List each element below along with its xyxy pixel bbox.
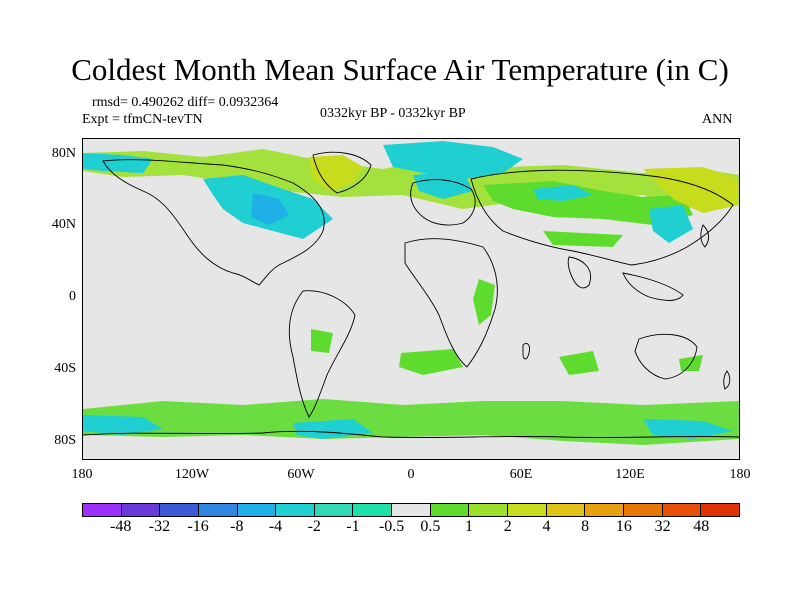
colorbar-swatch	[392, 504, 431, 516]
map-title: Coldest Month Mean Surface Air Temperatu…	[71, 52, 729, 87]
x-tick-60w: 60W	[287, 467, 315, 482]
india-coast	[567, 256, 591, 289]
period-label: 0332kyr BP - 0332kyr BP	[320, 106, 466, 121]
map-plot	[82, 138, 740, 460]
season-label: ANN	[702, 112, 733, 127]
colorbar	[82, 503, 740, 517]
colorbar-swatch	[160, 504, 199, 516]
x-tick-120e: 120E	[615, 467, 645, 482]
antarctica-coast	[83, 430, 739, 439]
colorbar-swatch	[237, 504, 277, 516]
himalaya-green	[543, 231, 623, 247]
colorbar-swatch	[314, 504, 354, 516]
colorbar-swatch	[276, 504, 315, 516]
africa-coast	[404, 238, 498, 368]
antarctic-cyan-1	[83, 415, 163, 435]
colorbar-swatch	[623, 504, 663, 516]
greenland-coast	[312, 151, 372, 194]
south-america-green	[311, 329, 333, 353]
colorbar-label: 2	[503, 518, 512, 535]
y-tick-40s: 40S	[54, 361, 76, 376]
y-tick-40n: 40N	[51, 217, 76, 232]
japan-coast	[700, 224, 710, 248]
x-tick-180w: 180	[71, 467, 93, 482]
colorbar-label: 0.5	[420, 518, 441, 535]
x-tick-60e: 60E	[509, 467, 533, 482]
y-tick-80s: 80S	[54, 433, 76, 448]
antarctic-green-band	[83, 399, 739, 445]
colorbar-swatch	[546, 504, 586, 516]
colorbar-label: 1	[465, 518, 474, 535]
x-tick-0: 0	[407, 467, 415, 482]
colorbar-label: 4	[542, 518, 551, 535]
colorbar-label: 8	[581, 518, 590, 535]
south-atlantic-green	[399, 349, 463, 375]
colorbar-label: -48	[110, 518, 132, 535]
colorbar-label: 48	[693, 518, 710, 535]
australia-coast	[634, 333, 698, 380]
north-america-coast	[102, 159, 325, 286]
x-tick-120w: 120W	[174, 467, 210, 482]
y-tick-0: 0	[69, 289, 76, 304]
north-atlantic-cyan	[383, 141, 523, 179]
y-tick-80n: 80N	[51, 146, 76, 161]
colorbar-swatch	[198, 504, 238, 516]
stats-text: rmsd= 0.490262 diff= 0.0932364	[92, 95, 279, 110]
south-america-coast	[288, 290, 356, 418]
colorbar-label: -0.5	[378, 518, 405, 535]
colorbar-swatch	[662, 504, 702, 516]
colorbar-label: -1	[346, 518, 360, 535]
colorbar-swatch	[83, 504, 122, 516]
colorbar-swatch	[701, 504, 739, 516]
madagascar-coast	[522, 342, 530, 360]
colorbar-swatch	[585, 504, 624, 516]
indian-ocean-green	[559, 351, 599, 375]
africa-green	[473, 279, 495, 325]
colorbar-swatch	[353, 504, 393, 516]
new-zealand-coast	[723, 370, 731, 390]
colorbar-label: -32	[148, 518, 171, 535]
asia-coast	[470, 169, 734, 266]
x-tick-180e: 180	[729, 467, 751, 482]
colorbar-label: -2	[307, 518, 321, 535]
colorbar-label: -8	[230, 518, 244, 535]
southeast-asia-coast	[622, 272, 684, 301]
greenland-yellow	[309, 155, 363, 191]
antarctic-cyan-3	[643, 419, 733, 439]
arctic-cyan-1	[83, 153, 153, 173]
asia-cyan	[533, 185, 593, 201]
colorbar-swatch	[430, 504, 470, 516]
colorbar-swatch	[508, 504, 547, 516]
map-canvas	[83, 141, 739, 445]
colorbar-label: -16	[187, 518, 209, 535]
baffin-cyan	[251, 193, 289, 225]
pacific-cyan	[649, 205, 693, 243]
colorbar-label: 16	[615, 518, 632, 535]
colorbar-label: -4	[268, 518, 283, 535]
europe-coast	[410, 179, 476, 226]
colorbar-swatch	[469, 504, 509, 516]
scandinavia-cyan	[413, 171, 473, 199]
colorbar-label: 32	[654, 518, 671, 535]
experiment-label: Expt = tfmCN-tevTN	[82, 112, 203, 127]
coastlines	[83, 151, 739, 439]
colorbar-swatch	[121, 504, 161, 516]
